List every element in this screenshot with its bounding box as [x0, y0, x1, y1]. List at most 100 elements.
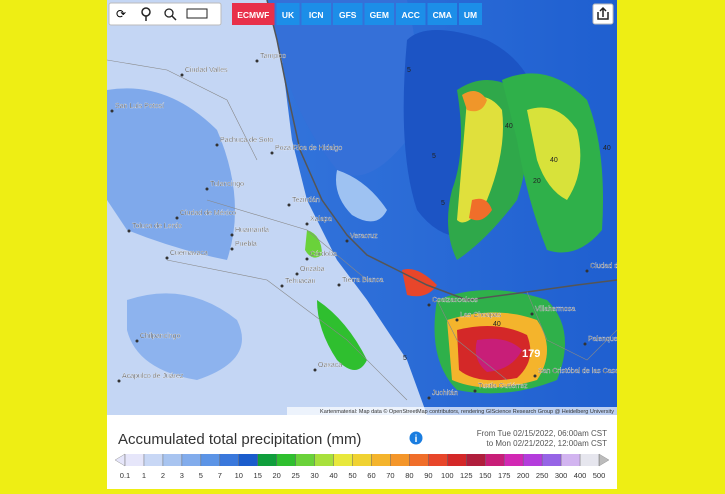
city-dot [110, 109, 114, 113]
legend-label: 20 [273, 471, 281, 480]
refresh-button[interactable]: ⟳ [116, 7, 126, 21]
city-label: Teziutlán [292, 197, 320, 204]
model-label: UM [464, 10, 477, 20]
legend-label: 25 [291, 471, 299, 480]
legend-label: 200 [517, 471, 530, 480]
zoom-button[interactable] [164, 8, 174, 18]
model-button[interactable] [427, 3, 458, 25]
city-dot [585, 269, 589, 273]
city-dot [530, 312, 534, 316]
city-dot [135, 339, 139, 343]
legend-swatch [162, 454, 182, 466]
legend-swatch [295, 454, 315, 466]
city-label: Palenque [588, 336, 617, 343]
model-label: ECMWF [237, 10, 269, 20]
city-label: Coatzacoalcos [432, 297, 478, 304]
city-dot [175, 216, 179, 220]
max-label: 179 [522, 348, 540, 360]
city-dot [583, 342, 587, 346]
model-button[interactable] [364, 3, 395, 25]
city-label: Juchitán [432, 390, 458, 397]
legend-label: 30 [310, 471, 318, 480]
legend-label: 50 [348, 471, 356, 480]
legend-label: 0.1 [120, 471, 130, 480]
model-button[interactable] [396, 3, 426, 25]
legend-label: 300 [555, 471, 568, 480]
city-label: Poza Rica de Hidalgo [275, 145, 342, 152]
legend-label: 60 [367, 471, 375, 480]
city-dot [230, 233, 234, 237]
city-dot [270, 151, 274, 155]
legend-label: 175 [498, 471, 511, 480]
legend-label: 150 [479, 471, 492, 480]
city-label: Veracruz [350, 233, 378, 240]
legend-label: 10 [235, 471, 243, 480]
title: Accumulated total precipitation (mm) [118, 431, 361, 448]
attribution: Kartenmaterial: Map data © OpenStreetMap… [320, 408, 614, 415]
city-label: San Luis Potosí [115, 103, 164, 110]
legend-swatch [580, 454, 599, 466]
city-dot [533, 374, 537, 378]
legend-swatch [352, 454, 372, 466]
city-label: Ciudad del Carmen [590, 263, 617, 270]
legend-swatch [390, 454, 410, 466]
legend-swatch [200, 454, 220, 466]
model-label: GEM [370, 10, 389, 20]
model-label: UK [282, 10, 295, 20]
legend-swatch [504, 454, 524, 466]
model-button[interactable] [301, 3, 332, 25]
legend-label: 90 [424, 471, 432, 480]
legend-label: 250 [536, 471, 549, 480]
legend-swatch [447, 454, 467, 466]
contour-label: 40 [505, 123, 513, 130]
legend-label: 40 [329, 471, 337, 480]
city-dot [215, 143, 219, 147]
city-label: Ciudad Valles [185, 67, 228, 74]
svg-text:i: i [415, 434, 418, 445]
model-button[interactable] [333, 3, 363, 25]
panel: Tampico Ciudad Valles San Luis Potosí Poza … [106, 0, 651, 489]
contour-label: 40 [493, 321, 501, 328]
model-button[interactable] [276, 3, 300, 25]
legend-label: 400 [574, 471, 587, 480]
legend-swatch [542, 454, 562, 466]
city-label: San Cristóbal de las Casas [538, 368, 617, 375]
legend-swatch [181, 454, 201, 466]
city-dot [313, 368, 317, 372]
legend-swatch [428, 454, 448, 466]
legend-swatch [561, 454, 581, 466]
city-label: Orizaba [300, 266, 325, 273]
city-dot [280, 284, 284, 288]
city-label: Xalapa [310, 216, 332, 223]
city-label: Tampico [260, 53, 286, 60]
scale-button[interactable] [186, 8, 208, 19]
city-label: Chilpancingo [140, 333, 181, 340]
legend-arrow-left [114, 453, 126, 467]
legend-label: 3 [180, 471, 184, 480]
legend-swatch [485, 454, 505, 466]
model-label: ICN [309, 10, 324, 20]
city-dot [230, 247, 234, 251]
city-dot [345, 239, 349, 243]
city-label: Pachuca de Soto [220, 137, 273, 144]
city-dot [287, 203, 291, 207]
date-from: From Tue 02/15/2022, 06:00am CST [477, 429, 607, 438]
legend-label: 7 [218, 471, 222, 480]
legend-swatch [238, 454, 258, 466]
contour-label: 20 [533, 178, 541, 185]
city-label: Córdoba [310, 251, 337, 258]
model-button[interactable] [232, 3, 275, 25]
city-label: Cuernavaca [170, 250, 208, 257]
model-label: CMA [433, 10, 452, 20]
legend-swatch [333, 454, 353, 466]
city-dot [165, 256, 169, 260]
city-dot [305, 257, 309, 261]
info-icon[interactable] [409, 431, 423, 445]
city-label: Puebla [235, 241, 257, 248]
legend-swatch [371, 454, 391, 466]
model-button[interactable] [459, 3, 482, 25]
legend-swatch [523, 454, 543, 466]
legend-label: 100 [441, 471, 454, 480]
model-label: GFS [339, 10, 357, 20]
city-dot [295, 272, 299, 276]
